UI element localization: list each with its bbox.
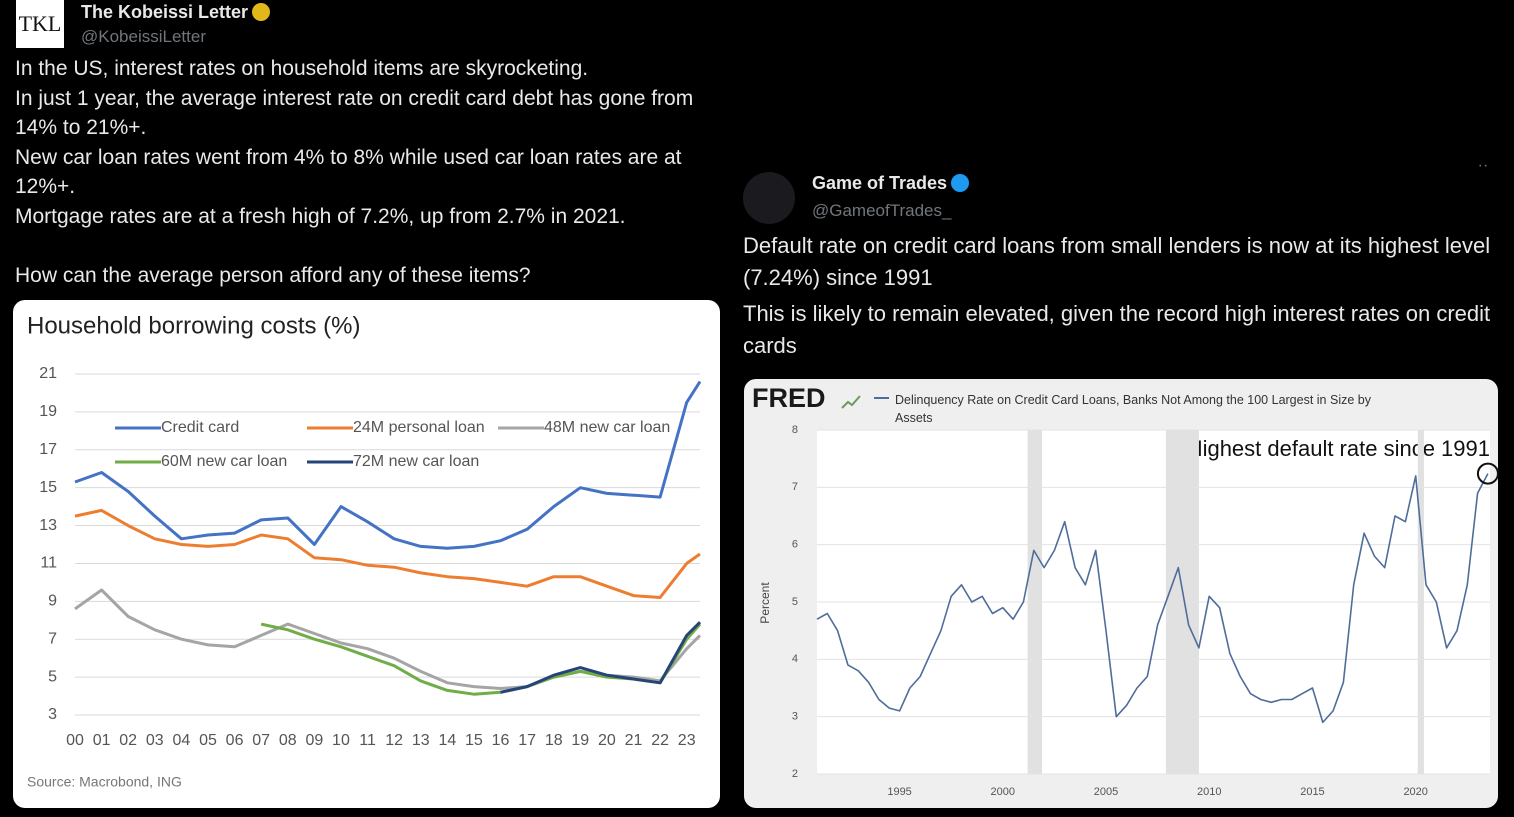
chart-title: Household borrowing costs (%) bbox=[27, 312, 360, 339]
x-tick-label: 03 bbox=[146, 732, 164, 749]
y-tick-label: 19 bbox=[39, 403, 57, 420]
x-tick-label: 2000 bbox=[991, 786, 1015, 798]
paragraph: Default rate on credit card loans from s… bbox=[743, 233, 1491, 290]
x-tick-label: 00 bbox=[66, 732, 84, 749]
series-line bbox=[74, 508, 701, 599]
legend-label: 72M new car loan bbox=[353, 453, 479, 470]
y-tick-label: 2 bbox=[792, 768, 798, 780]
x-tick-label: 22 bbox=[651, 732, 669, 749]
y-tick-label: 4 bbox=[792, 653, 798, 665]
x-tick-label: 15 bbox=[465, 732, 483, 749]
y-tick-label: 5 bbox=[48, 668, 57, 685]
x-tick-label: 16 bbox=[492, 732, 510, 749]
x-tick-label: 2005 bbox=[1094, 786, 1118, 798]
paragraph: New car loan rates went from 4% to 8% wh… bbox=[15, 145, 682, 199]
x-tick-label: 08 bbox=[279, 732, 297, 749]
x-tick-label: 20 bbox=[598, 732, 616, 749]
x-tick-label: 02 bbox=[119, 732, 137, 749]
x-tick-label: 21 bbox=[625, 732, 643, 749]
x-tick-label: 2015 bbox=[1300, 786, 1324, 798]
logo-icon bbox=[841, 395, 861, 409]
y-axis-label: Percent bbox=[758, 582, 772, 624]
y-tick-label: 7 bbox=[48, 630, 57, 647]
y-tick-label: 3 bbox=[48, 706, 57, 723]
author-name[interactable]: Game of Trades bbox=[812, 173, 948, 193]
paragraph: In the US, interest rates on household i… bbox=[15, 57, 589, 80]
author-handle[interactable]: @KobeissiLetter bbox=[81, 27, 206, 46]
series-line bbox=[500, 621, 702, 694]
legend-label: 60M new car loan bbox=[161, 453, 287, 470]
author-handle[interactable]: @GameofTrades_ bbox=[812, 201, 952, 220]
y-tick-label: 13 bbox=[39, 517, 57, 534]
paragraph: Mortgage rates are at a fresh high of 7.… bbox=[15, 204, 626, 228]
x-tick-label: 2020 bbox=[1403, 786, 1427, 798]
avatar[interactable]: TKL bbox=[16, 0, 64, 48]
legend-label: Credit card bbox=[161, 419, 239, 436]
y-tick-label: 6 bbox=[792, 539, 798, 551]
more-icon[interactable]: ·· bbox=[1478, 157, 1489, 174]
paragraph: In just 1 year, the average interest rat… bbox=[15, 86, 694, 140]
x-tick-label: 14 bbox=[438, 732, 456, 749]
legend-label: 48M new car loan bbox=[544, 419, 670, 436]
x-tick-label: 09 bbox=[305, 732, 323, 749]
y-tick-label: 15 bbox=[39, 479, 57, 496]
x-tick-label: 04 bbox=[172, 732, 190, 749]
y-tick-label: 17 bbox=[39, 441, 57, 458]
x-tick-label: 2010 bbox=[1197, 786, 1221, 798]
x-tick-label: 23 bbox=[678, 732, 696, 749]
paragraph: How can the average person afford any of… bbox=[15, 264, 531, 287]
author-name[interactable]: The Kobeissi Letter bbox=[81, 2, 249, 22]
verified-badge bbox=[951, 174, 970, 192]
y-tick-label: 11 bbox=[40, 555, 57, 572]
y-tick-label: 7 bbox=[792, 481, 798, 493]
paragraph: This is likely to remain elevated, given… bbox=[743, 301, 1491, 358]
fred-logo: FRED bbox=[752, 383, 826, 413]
x-tick-label: 07 bbox=[252, 732, 270, 749]
verified-badge bbox=[252, 3, 271, 21]
legend-entry: Delinquency Rate on Credit Card Loans, B… bbox=[895, 393, 1371, 425]
x-tick-label: 06 bbox=[226, 732, 244, 749]
avatar[interactable] bbox=[743, 172, 795, 224]
series-line bbox=[74, 380, 702, 550]
chart-source: Source: Macrobond, ING bbox=[27, 774, 182, 790]
tweet-text: Default rate on credit card loans from s… bbox=[743, 230, 1508, 362]
y-tick-label: 8 bbox=[792, 424, 798, 436]
x-tick-label: 18 bbox=[545, 732, 563, 749]
x-tick-label: 10 bbox=[332, 732, 350, 749]
tweet-text: In the US, interest rates on household i… bbox=[15, 54, 725, 291]
x-tick-label: 05 bbox=[199, 732, 217, 749]
y-tick-label: 5 bbox=[792, 596, 798, 608]
legend-label: 24M personal loan bbox=[353, 419, 485, 436]
x-tick-label: 11 bbox=[359, 732, 376, 749]
y-tick-label: 3 bbox=[792, 711, 798, 723]
highlight-marker bbox=[1476, 462, 1499, 485]
y-tick-label: 9 bbox=[48, 593, 57, 610]
y-tick-label: 21 bbox=[39, 365, 57, 382]
x-tick-label: 1995 bbox=[887, 786, 911, 798]
x-tick-label: 01 bbox=[93, 732, 111, 749]
x-tick-label: 13 bbox=[412, 732, 430, 749]
x-tick-label: 17 bbox=[518, 732, 536, 749]
annotation: Highest default rate since 1991 bbox=[1187, 436, 1490, 461]
series-line bbox=[816, 473, 1489, 724]
x-tick-label: 12 bbox=[385, 732, 403, 749]
x-tick-label: 19 bbox=[571, 732, 589, 749]
